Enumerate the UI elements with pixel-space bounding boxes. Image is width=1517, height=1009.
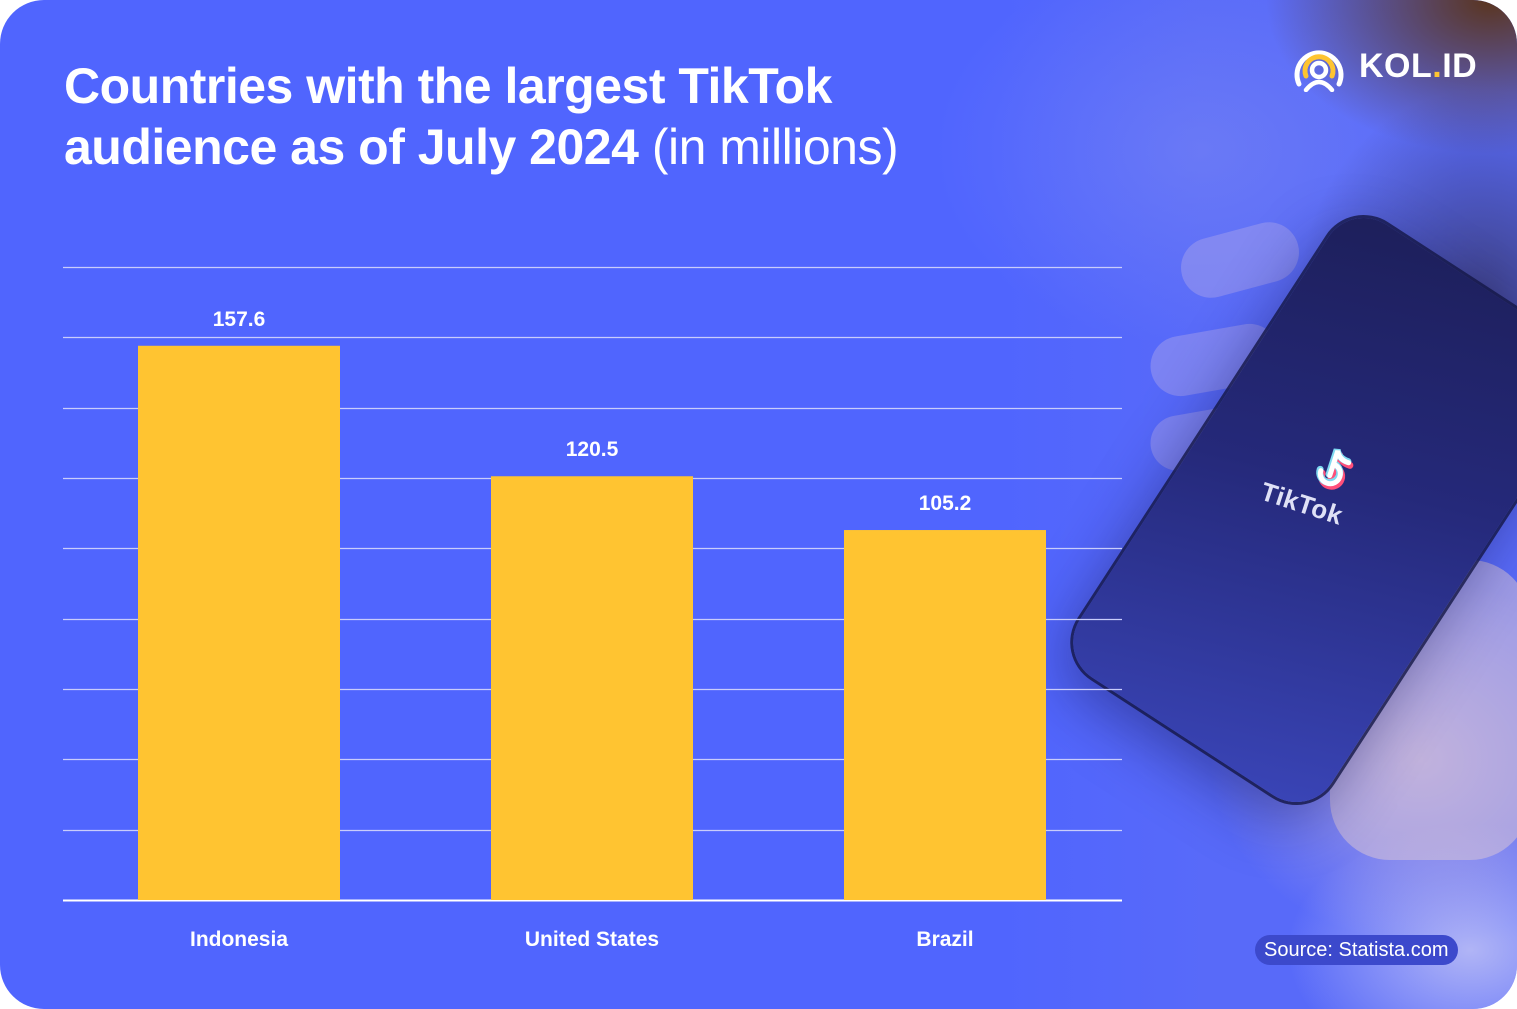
logo-text-id: ID xyxy=(1442,46,1478,85)
logo-text-kol: KOL xyxy=(1359,46,1433,85)
tiktok-app-logo: TikTok xyxy=(1241,424,1389,566)
bars xyxy=(138,345,1046,901)
title-unit: (in millions) xyxy=(651,119,899,175)
title-line-2: audience as of July 2024 xyxy=(64,119,639,175)
chart-title: Countries with the largest TikTok audien… xyxy=(64,56,1064,178)
bar-brazil xyxy=(844,530,1046,900)
value-label: 120.5 xyxy=(566,438,619,461)
value-label: 157.6 xyxy=(213,308,266,331)
logo-dot: . xyxy=(1432,46,1443,85)
labels: 157.6 Indonesia 120.5 United States 105.2 Bra… xyxy=(190,308,974,951)
category-label: United States xyxy=(525,928,659,951)
logo-wordmark: KOL.ID xyxy=(1359,47,1477,86)
title-line-1: Countries with the largest TikTok xyxy=(64,58,832,114)
bar-united-states xyxy=(491,476,693,900)
category-label: Indonesia xyxy=(190,928,288,951)
value-label: 105.2 xyxy=(919,492,972,515)
kolid-logo: KOL.ID xyxy=(1291,40,1477,92)
category-label: Brazil xyxy=(916,928,973,951)
source-badge: Source: Statista.com xyxy=(1255,935,1458,965)
tiktok-note-icon xyxy=(1316,448,1354,490)
person-broadcast-icon xyxy=(1294,50,1344,92)
bar-indonesia xyxy=(138,345,340,901)
